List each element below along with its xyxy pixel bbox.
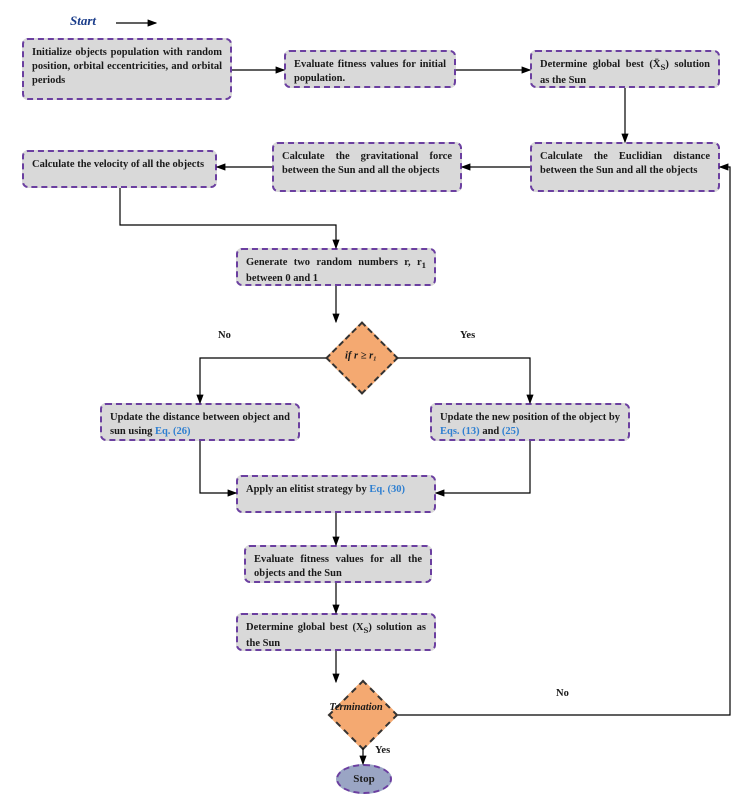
node-elitist: Apply an elitist strategy by Eq. (30) xyxy=(236,475,436,513)
flowchart-arrows xyxy=(0,0,756,804)
node-initialize: Initialize objects population with rando… xyxy=(22,38,232,100)
label-no-2: No xyxy=(556,688,569,699)
label-no-1: No xyxy=(218,330,231,341)
node-update-distance: Update the distance between object and s… xyxy=(100,403,300,441)
node-update-position: Update the new position of the object by… xyxy=(430,403,630,441)
node-eval-all: Evaluate fitness values for all the obje… xyxy=(244,545,432,583)
decision-r-geq-r1: if r ≥ r₁ xyxy=(325,321,399,395)
node-grav-force: Calculate the gravitational force betwee… xyxy=(272,142,462,192)
node-velocity: Calculate the velocity of all the object… xyxy=(22,150,217,188)
start-label: Start xyxy=(70,13,96,29)
label-yes-1: Yes xyxy=(460,330,475,341)
node-global-best-2: Determine global best (XS) solution as t… xyxy=(236,613,436,651)
node-eval-initial: Evaluate fitness values for initial popu… xyxy=(284,50,456,88)
label-yes-2: Yes xyxy=(375,745,390,756)
node-global-best-1: Determine global best (X̄S) solution as … xyxy=(530,50,720,88)
terminal-stop: Stop xyxy=(336,764,392,794)
node-euclidean: Calculate the Euclidian distance between… xyxy=(530,142,720,192)
decision-termination: Termination xyxy=(328,680,399,751)
node-random-numbers: Generate two random numbers r, r1 betwee… xyxy=(236,248,436,286)
